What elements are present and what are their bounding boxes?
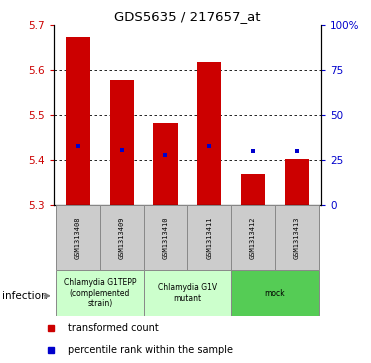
Text: GSM1313411: GSM1313411 xyxy=(206,216,212,259)
Bar xyxy=(56,205,100,270)
Text: GSM1313409: GSM1313409 xyxy=(119,216,125,259)
Bar xyxy=(154,123,177,205)
Bar xyxy=(275,205,319,270)
Text: GSM1313413: GSM1313413 xyxy=(294,216,300,259)
Bar xyxy=(197,62,221,205)
Text: Chlamydia G1V
mutant: Chlamydia G1V mutant xyxy=(158,284,217,303)
Text: infection: infection xyxy=(2,291,47,301)
Bar xyxy=(231,205,275,270)
Title: GDS5635 / 217657_at: GDS5635 / 217657_at xyxy=(114,10,260,23)
Bar xyxy=(144,205,187,270)
Text: GSM1313410: GSM1313410 xyxy=(162,216,168,259)
Text: percentile rank within the sample: percentile rank within the sample xyxy=(68,345,233,355)
Bar xyxy=(187,205,231,270)
Bar xyxy=(66,37,90,205)
Text: GSM1313412: GSM1313412 xyxy=(250,216,256,259)
Bar xyxy=(56,270,144,316)
Text: GSM1313408: GSM1313408 xyxy=(75,216,81,259)
Text: mock: mock xyxy=(265,289,285,298)
Bar xyxy=(109,80,134,205)
Bar xyxy=(231,270,319,316)
Bar xyxy=(285,159,309,205)
Bar xyxy=(144,270,231,316)
Bar xyxy=(241,174,265,205)
Text: Chlamydia G1TEPP
(complemented
strain): Chlamydia G1TEPP (complemented strain) xyxy=(63,278,136,308)
Bar xyxy=(100,205,144,270)
Text: transformed count: transformed count xyxy=(68,323,159,333)
